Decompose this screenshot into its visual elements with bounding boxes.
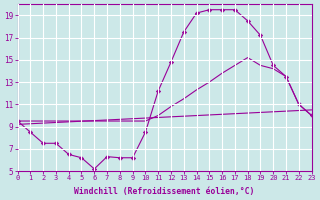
X-axis label: Windchill (Refroidissement éolien,°C): Windchill (Refroidissement éolien,°C) [74,187,255,196]
